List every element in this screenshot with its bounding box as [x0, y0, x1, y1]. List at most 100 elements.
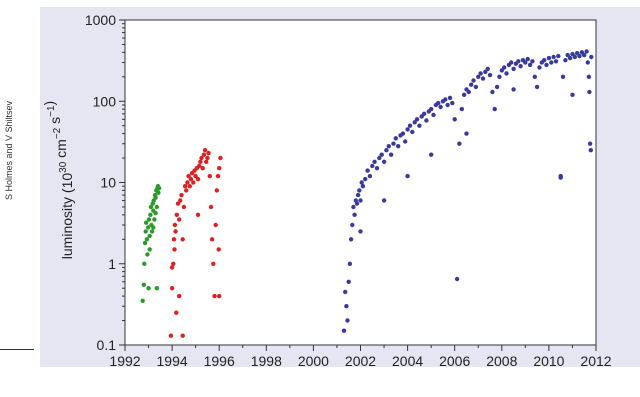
- point-run-ii: [410, 129, 415, 135]
- point-run-ia: [145, 252, 150, 257]
- point-run-ii: [391, 141, 396, 146]
- point-run-ib: [186, 173, 191, 179]
- point-run-ii: [511, 66, 516, 72]
- point-run-ib: [193, 173, 198, 179]
- x-tick-label: 1998: [251, 353, 282, 369]
- point-run-ii: [457, 141, 462, 146]
- point-run-ii: [381, 159, 387, 164]
- point-run-ii: [497, 74, 502, 80]
- point-run-ii: [587, 89, 592, 95]
- point-run-ii: [347, 261, 353, 266]
- point-run-ib: [197, 163, 202, 169]
- divider-rule: [0, 349, 34, 350]
- point-run-ii: [471, 78, 476, 83]
- point-run-ib: [206, 150, 211, 156]
- y-tick-label: 1000: [85, 12, 116, 28]
- point-run-ii: [556, 53, 561, 59]
- point-run-ib: [195, 176, 201, 182]
- point-run-ib: [215, 173, 221, 179]
- point-run-ii: [447, 95, 453, 101]
- y-axis-label: luminosity (1030 cm−2 s−1): [41, 101, 75, 259]
- point-run-ib: [213, 222, 218, 228]
- point-run-ia: [146, 286, 151, 291]
- point-run-ia: [153, 210, 158, 216]
- point-run-ii: [412, 120, 417, 125]
- point-run-ii: [346, 279, 351, 284]
- point-run-ii: [473, 84, 479, 90]
- point-run-ib: [171, 261, 176, 266]
- point-run-ia: [142, 240, 148, 246]
- point-run-ii: [352, 212, 357, 217]
- point-run-ii: [370, 163, 375, 169]
- point-run-ii: [417, 123, 422, 128]
- point-run-ib: [174, 212, 179, 217]
- point-run-ia: [141, 282, 146, 287]
- point-run-ii: [525, 56, 530, 62]
- point-run-ia: [144, 237, 150, 242]
- point-run-ii: [586, 74, 592, 80]
- point-run-ii: [504, 71, 509, 76]
- point-run-ii: [359, 180, 364, 185]
- point-run-ii: [546, 55, 552, 61]
- point-run-ii: [374, 166, 380, 171]
- point-run-ia: [148, 204, 154, 210]
- point-run-ia: [144, 220, 149, 225]
- point-run-ii: [490, 89, 495, 95]
- point-run-ia: [153, 195, 158, 200]
- point-run-ia: [142, 261, 147, 266]
- point-run-ii: [483, 69, 488, 75]
- point-run-ii: [509, 60, 514, 65]
- point-run-ii: [358, 198, 363, 203]
- point-run-ii: [431, 112, 436, 118]
- axes: 0.1 1 10 100 1000 1992 1994 1996 1998 2000 2002 200…: [85, 12, 612, 369]
- y-tick-label: 100: [93, 93, 117, 109]
- point-run-ii: [551, 54, 556, 60]
- point-run-ib: [169, 286, 175, 291]
- x-tick-label: 2002: [345, 353, 376, 369]
- point-run-ia: [152, 217, 157, 222]
- point-run-ia: [143, 229, 148, 234]
- point-run-ia: [147, 247, 152, 252]
- point-run-ii: [466, 89, 471, 95]
- data-points: [140, 49, 594, 338]
- point-run-ib: [187, 184, 192, 189]
- point-run-ii: [492, 106, 497, 112]
- point-run-ib: [211, 261, 216, 266]
- point-run-ii: [414, 117, 420, 122]
- point-run-ii: [518, 63, 523, 69]
- point-run-ii: [424, 118, 429, 123]
- point-run-ib: [201, 152, 207, 157]
- point-run-ii: [577, 53, 582, 59]
- point-run-ii: [341, 328, 347, 333]
- point-run-ib: [207, 173, 212, 179]
- point-run-ii: [476, 74, 481, 80]
- point-run-ii: [429, 106, 434, 112]
- point-run-ii: [502, 65, 507, 70]
- point-run-ib: [217, 166, 222, 171]
- point-run-ii: [365, 168, 370, 173]
- point-run-ib: [184, 188, 189, 193]
- point-run-ii: [480, 76, 486, 81]
- point-run-ii: [464, 131, 469, 136]
- point-run-ii: [386, 144, 391, 149]
- point-run-ib: [204, 159, 209, 164]
- point-run-ib: [178, 198, 183, 203]
- point-run-ii: [351, 204, 356, 210]
- point-run-ii: [542, 58, 547, 63]
- point-run-ii: [487, 72, 493, 78]
- point-run-ii: [343, 289, 348, 295]
- point-run-ib: [199, 155, 204, 161]
- point-run-ia: [148, 212, 153, 217]
- point-run-ib: [179, 192, 184, 198]
- point-run-ii: [567, 55, 573, 61]
- point-run-ii: [355, 192, 361, 198]
- point-run-ib: [212, 293, 217, 299]
- point-run-ii: [358, 229, 363, 234]
- point-run-ii: [588, 148, 593, 153]
- point-run-ii: [403, 139, 408, 144]
- point-run-ib: [181, 204, 187, 210]
- point-run-ib: [202, 148, 208, 153]
- point-run-ii: [527, 62, 533, 68]
- point-run-ii: [485, 66, 490, 72]
- point-run-ii: [585, 60, 590, 65]
